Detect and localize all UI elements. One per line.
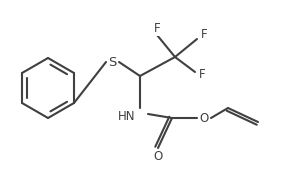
- Text: HN: HN: [118, 109, 135, 122]
- Text: F: F: [199, 68, 205, 81]
- Text: O: O: [199, 111, 209, 124]
- Text: F: F: [154, 23, 160, 36]
- Text: F: F: [201, 29, 207, 42]
- Text: S: S: [108, 56, 116, 69]
- Text: O: O: [153, 150, 163, 163]
